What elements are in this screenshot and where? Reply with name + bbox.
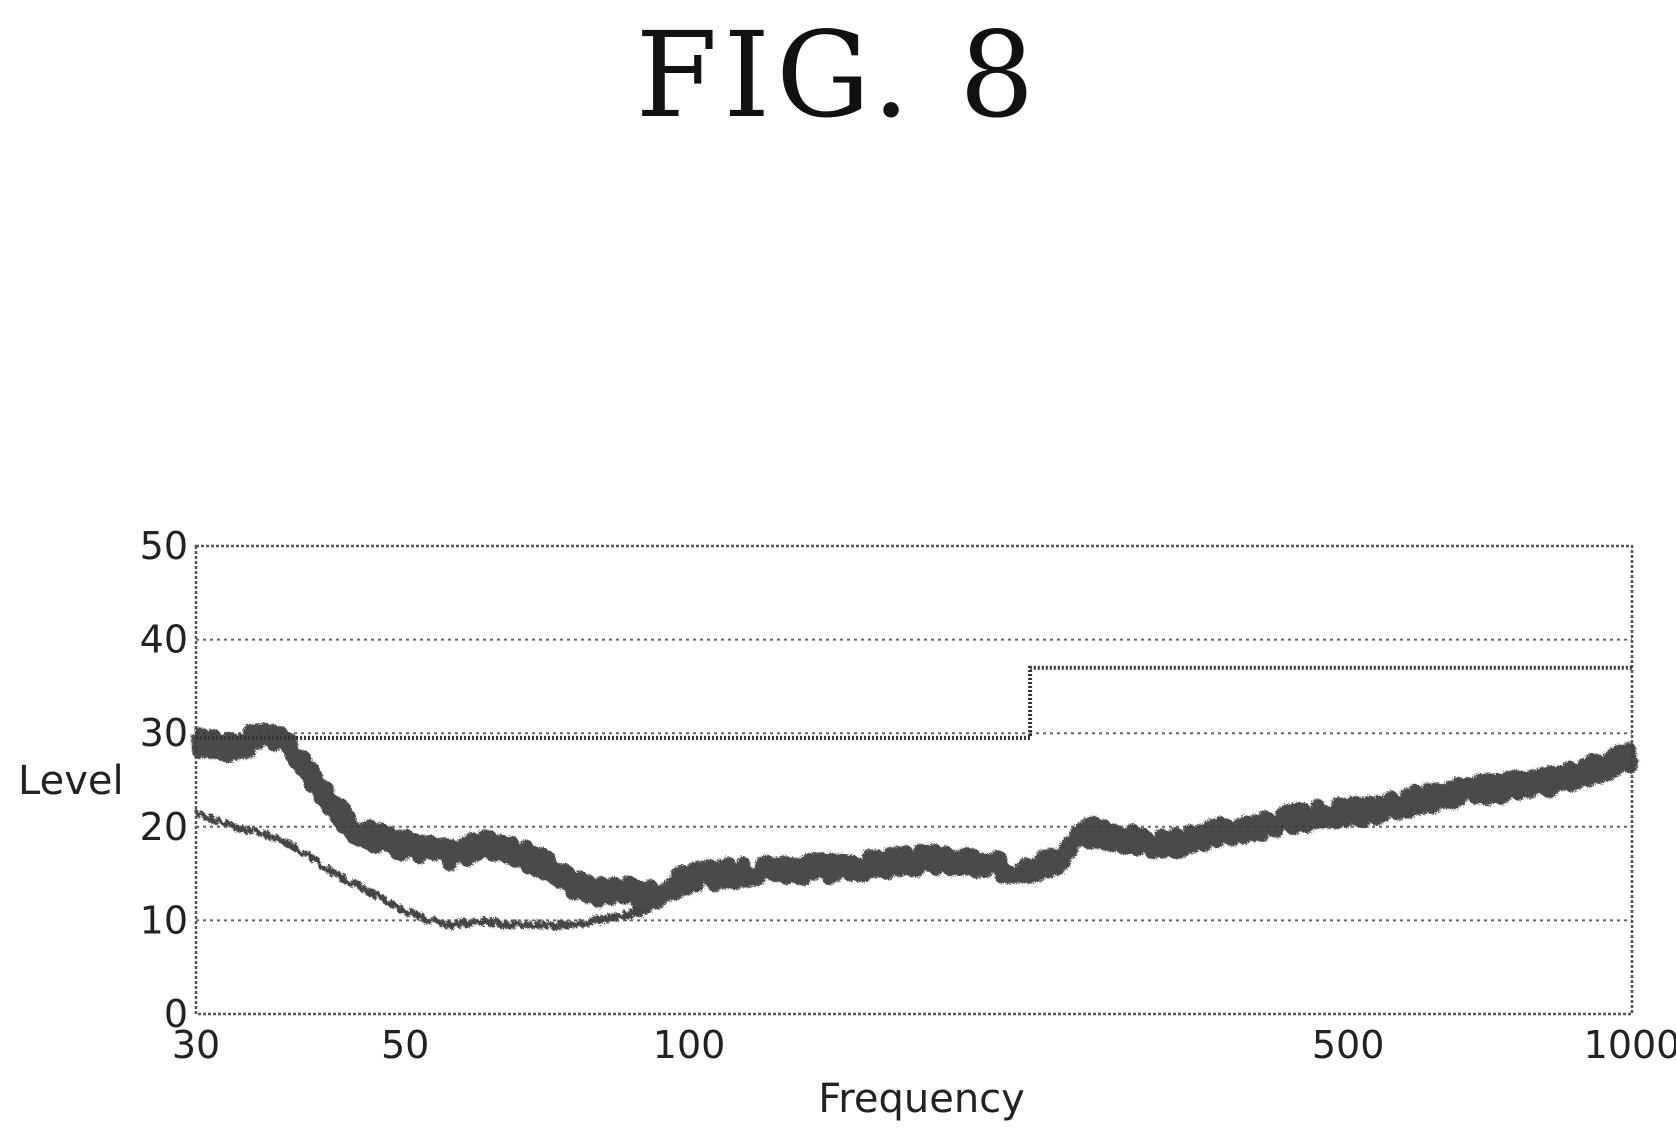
x-tick-label: 1000 [1584, 1023, 1676, 1067]
measured-level-series [190, 722, 1639, 915]
grid-lines [196, 638, 1632, 922]
limit-step-line [196, 665, 1632, 740]
plot-frame [194, 544, 1634, 1016]
x-tick-label: 30 [172, 1023, 220, 1067]
figure-title: FIG. 8 [635, 6, 1041, 144]
y-tick-label: 20 [140, 805, 188, 849]
x-axis-ticks: 30 50 100 500 1000 [172, 1023, 1676, 1067]
y-tick-label: 10 [140, 898, 188, 942]
reference-level-series [194, 809, 647, 931]
data-series [190, 665, 1639, 931]
x-tick-label: 500 [1312, 1023, 1385, 1067]
x-axis-label: Frequency [818, 1076, 1025, 1122]
y-axis-ticks: 0 10 20 30 40 50 [140, 524, 188, 1036]
y-tick-label: 50 [140, 524, 188, 568]
x-tick-label: 50 [381, 1023, 429, 1067]
y-axis-label: Level [18, 758, 124, 804]
y-tick-label: 0 [164, 992, 188, 1036]
y-tick-label: 30 [140, 711, 188, 755]
x-tick-label: 100 [653, 1023, 726, 1067]
y-tick-label: 40 [140, 618, 188, 662]
